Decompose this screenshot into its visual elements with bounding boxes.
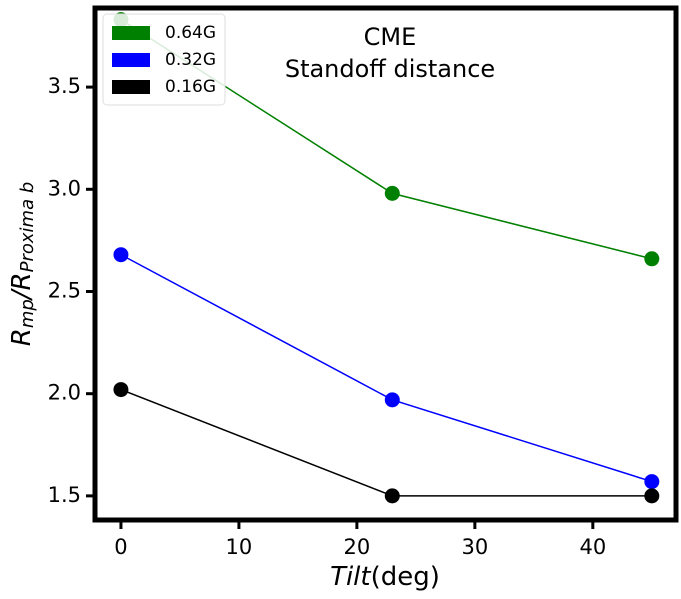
x-tick-label: 20 (344, 535, 371, 559)
data-point (644, 474, 660, 490)
data-point (644, 488, 660, 504)
legend-label: 0.64G (165, 23, 216, 43)
legend-swatch (112, 26, 150, 40)
y-axis-label: Rmp/RProxima b (7, 182, 39, 347)
x-axis-label: Tilt(deg) (330, 562, 440, 592)
y-tick-label: 2.5 (48, 278, 81, 302)
data-point (384, 185, 400, 201)
plot-frame (92, 5, 679, 523)
y-axis-label-part: Proxima b (17, 182, 38, 273)
data-point (113, 382, 129, 398)
y-tick-label: 3.5 (48, 74, 81, 98)
legend: 0.64G 0.32G 0.16G (102, 13, 226, 106)
x-tick-label: 0 (114, 535, 127, 559)
legend-swatch (112, 80, 150, 94)
data-point (644, 251, 660, 267)
data-point (384, 392, 400, 408)
y-tick-label: 3.0 (48, 176, 81, 200)
y-tick-label: 2.0 (48, 381, 81, 405)
x-tick-label: 30 (461, 535, 488, 559)
legend-label: 0.16G (165, 77, 216, 97)
legend-label: 0.32G (165, 50, 216, 70)
series-line (120, 254, 653, 483)
y-tick-label: 1.5 (48, 483, 81, 507)
y-axis-label-part: R (7, 328, 37, 346)
x-axis-label-part: (deg) (371, 562, 440, 592)
data-point (384, 488, 400, 504)
y-axis-label-part: mp (17, 299, 38, 328)
chart-title: CME (364, 23, 417, 51)
x-tick-label: 40 (579, 535, 606, 559)
legend-swatch (112, 53, 150, 67)
series-line (120, 388, 652, 497)
data-point (113, 247, 129, 263)
y-axis-label-part: /R (7, 272, 37, 301)
x-axis-label-part: Tilt (330, 562, 371, 592)
chart-title: Standoff distance (285, 55, 495, 83)
x-tick-label: 10 (226, 535, 253, 559)
